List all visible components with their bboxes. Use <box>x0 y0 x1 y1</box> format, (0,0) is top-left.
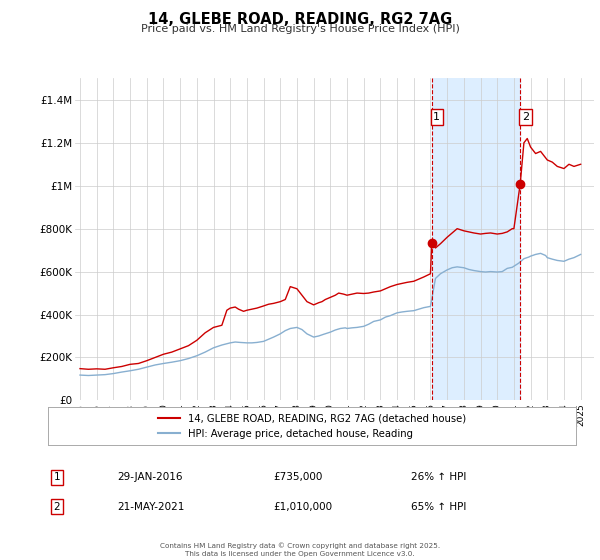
Text: 1: 1 <box>53 472 61 482</box>
Text: 65% ↑ HPI: 65% ↑ HPI <box>411 502 466 512</box>
Legend: 14, GLEBE ROAD, READING, RG2 7AG (detached house), HPI: Average price, detached : 14, GLEBE ROAD, READING, RG2 7AG (detach… <box>158 414 466 438</box>
Text: Price paid vs. HM Land Registry's House Price Index (HPI): Price paid vs. HM Land Registry's House … <box>140 24 460 34</box>
Text: 2: 2 <box>521 112 529 122</box>
Text: £1,010,000: £1,010,000 <box>273 502 332 512</box>
Text: 1: 1 <box>433 112 440 122</box>
Text: 29-JAN-2016: 29-JAN-2016 <box>117 472 182 482</box>
Text: £735,000: £735,000 <box>273 472 322 482</box>
Text: 14, GLEBE ROAD, READING, RG2 7AG: 14, GLEBE ROAD, READING, RG2 7AG <box>148 12 452 27</box>
Bar <box>432 78 520 400</box>
Text: Contains HM Land Registry data © Crown copyright and database right 2025.
This d: Contains HM Land Registry data © Crown c… <box>160 543 440 557</box>
Text: 26% ↑ HPI: 26% ↑ HPI <box>411 472 466 482</box>
Text: 21-MAY-2021: 21-MAY-2021 <box>117 502 184 512</box>
Text: 2: 2 <box>53 502 61 512</box>
